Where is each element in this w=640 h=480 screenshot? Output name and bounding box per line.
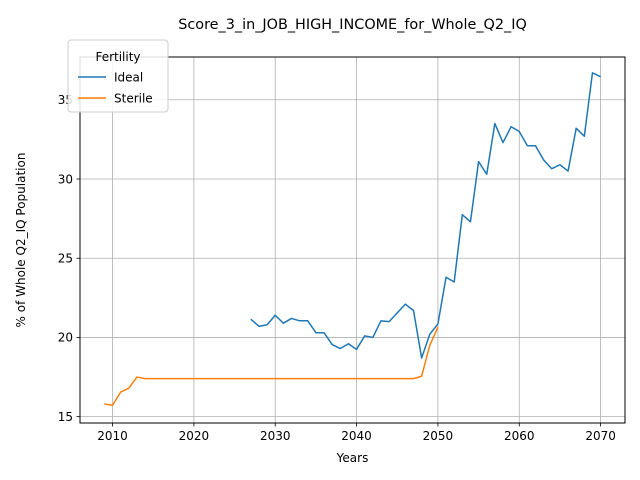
x-tick-label: 2010 [97, 429, 128, 443]
x-tick-label: 2040 [341, 429, 372, 443]
grid [80, 57, 625, 423]
legend-label-ideal: Ideal [114, 71, 143, 85]
legend: Fertility Ideal Sterile [67, 39, 169, 113]
plot-frame [79, 56, 626, 424]
series-line-ideal [250, 72, 601, 359]
y-tick-label: 15 [58, 410, 73, 424]
y-tick-label: 20 [58, 331, 73, 345]
legend-box [67, 39, 169, 113]
y-axis-label: % of Whole Q2_IQ Population [14, 153, 28, 328]
y-tick-label: 25 [58, 252, 73, 266]
x-tick-label: 2070 [585, 429, 616, 443]
x-tick-label: 2030 [260, 429, 291, 443]
x-axis-label: Years [336, 451, 369, 465]
x-tick-label: 2050 [423, 429, 454, 443]
legend-title: Fertility [95, 50, 140, 64]
x-tick-label: 2020 [179, 429, 210, 443]
series-layer [104, 72, 601, 406]
x-axis: 2010 2020 2030 2040 2050 2060 2070 [97, 423, 616, 443]
legend-label-sterile: Sterile [114, 92, 153, 106]
y-tick-label: 30 [58, 172, 73, 186]
x-tick-label: 2060 [504, 429, 535, 443]
series-line-sterile [104, 326, 439, 406]
chart-title: Score_3_in_JOB_HIGH_INCOME_for_Whole_Q2_… [178, 17, 527, 33]
